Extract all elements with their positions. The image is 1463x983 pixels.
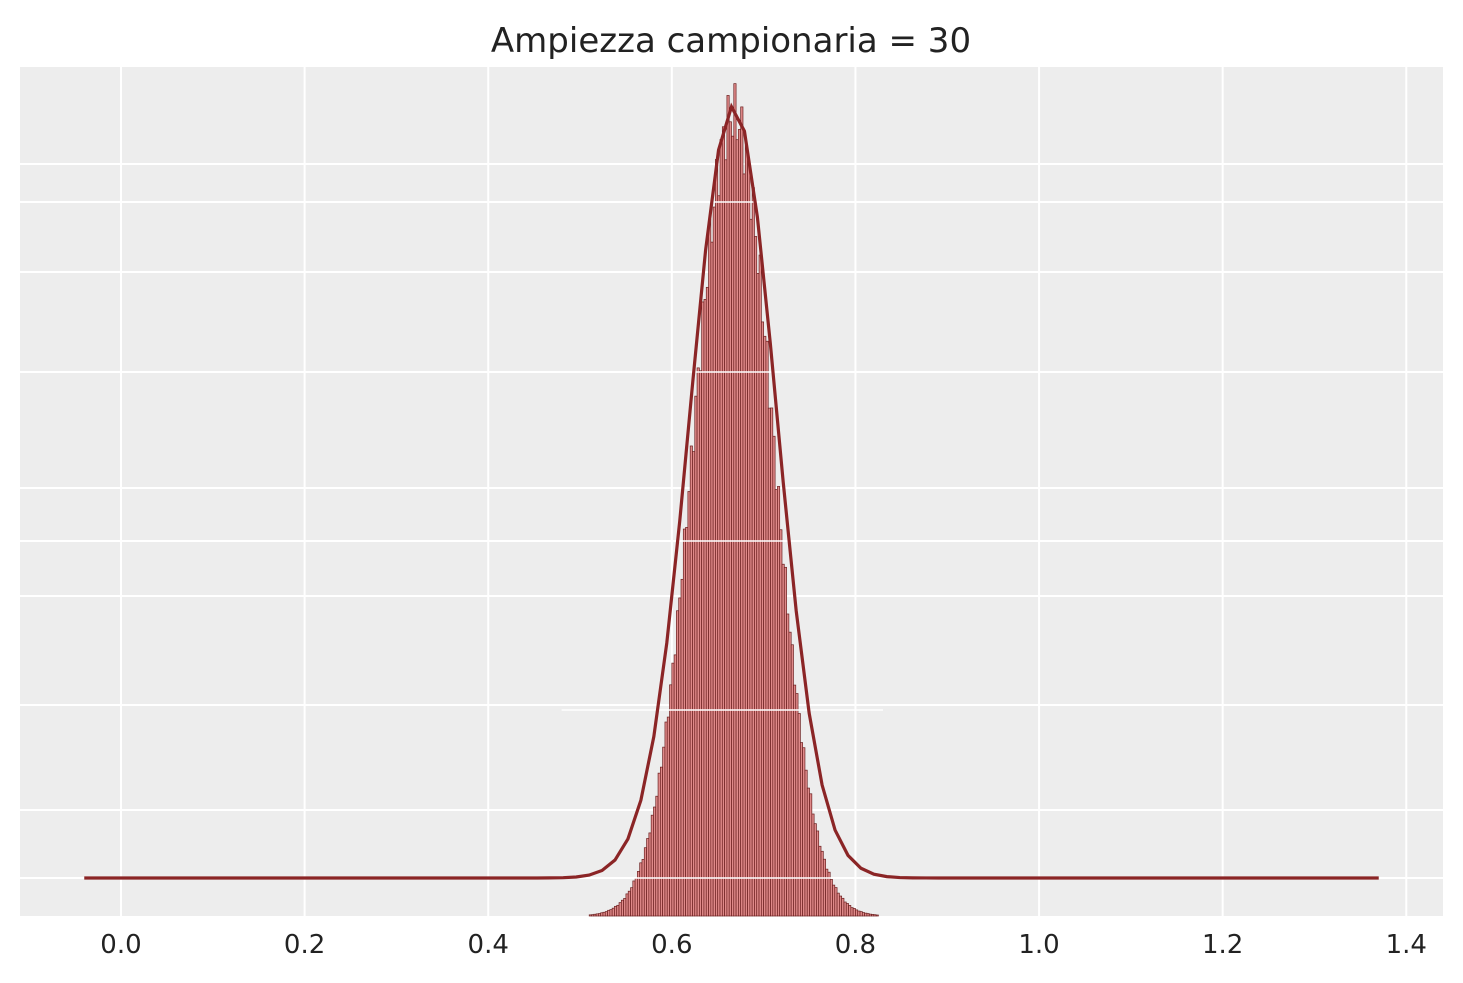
density-line — [84, 102, 1379, 880]
histogram-bar-125 — [875, 914, 879, 917]
x-tick-label-7: 1.4 — [1386, 930, 1427, 960]
histogram-bars — [588, 83, 879, 917]
x-tick-label-5: 1.0 — [1018, 930, 1059, 960]
grid-overlay — [561, 201, 883, 879]
x-axis-ticks: 0.0 0.2 0.4 0.6 0.8 1.0 1.2 1.4 — [100, 930, 1427, 960]
x-tick-label-0: 0.0 — [100, 930, 141, 960]
x-tick-label-1: 0.2 — [284, 930, 325, 960]
chart-title: Ampiezza campionaria = 30 — [491, 21, 971, 61]
x-tick-label-3: 0.6 — [651, 930, 692, 960]
x-tick-label-2: 0.4 — [468, 930, 509, 960]
x-tick-label-6: 1.2 — [1202, 930, 1243, 960]
x-tick-label-4: 0.8 — [835, 930, 876, 960]
